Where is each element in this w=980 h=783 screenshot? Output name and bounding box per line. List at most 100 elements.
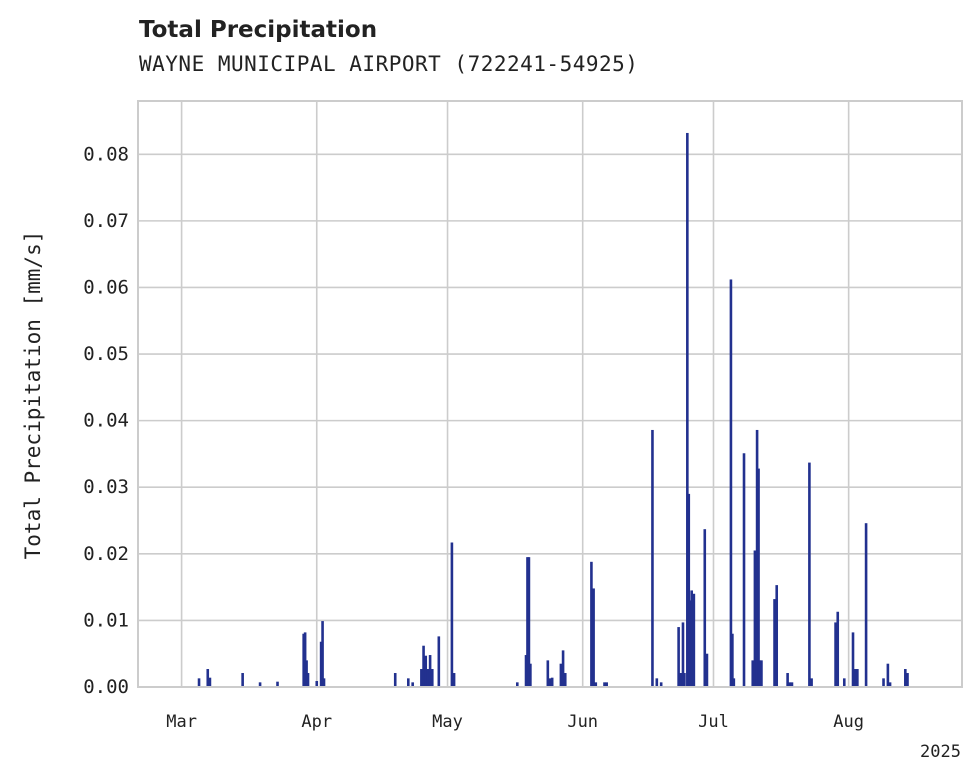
precip-bar bbox=[430, 669, 434, 687]
plot-frame bbox=[137, 100, 963, 688]
precip-bar bbox=[683, 673, 686, 687]
precip-bar bbox=[655, 678, 659, 687]
precip-bar bbox=[731, 633, 734, 687]
precip-bar bbox=[786, 673, 789, 687]
chart-title: Total Precipitation bbox=[139, 17, 378, 43]
precip-bar bbox=[420, 669, 423, 687]
precip-bar bbox=[393, 673, 397, 687]
precip-bar bbox=[775, 585, 779, 687]
precip-bar bbox=[548, 678, 552, 687]
x-tick-label: Apr bbox=[301, 712, 332, 732]
bar-series bbox=[197, 132, 909, 688]
x-year-label: 2025 bbox=[920, 742, 961, 762]
y-axis-label: Total Precipitation [mm/s] bbox=[21, 231, 45, 560]
precip-bar bbox=[834, 622, 837, 687]
precip-bar bbox=[808, 462, 811, 687]
chart-subtitle: WAYNE MUNICIPAL AIRPORT (722241-54925) bbox=[139, 52, 639, 76]
y-tick-label: 0.05 bbox=[83, 343, 129, 365]
precip-bar bbox=[206, 669, 210, 687]
precip-bar bbox=[407, 678, 410, 687]
precip-bar bbox=[853, 669, 857, 687]
precip-bar bbox=[305, 660, 308, 687]
y-tick-label: 0.06 bbox=[83, 276, 129, 298]
precip-bar bbox=[677, 627, 680, 687]
precip-bar bbox=[559, 663, 563, 687]
precip-bar bbox=[437, 636, 441, 687]
precip-bar bbox=[276, 681, 279, 687]
precip-bar bbox=[760, 660, 763, 687]
precip-bar bbox=[856, 669, 859, 687]
precip-bar bbox=[705, 653, 709, 687]
y-tick-label: 0.08 bbox=[83, 143, 129, 165]
precip-bar bbox=[755, 429, 759, 687]
precip-bar bbox=[686, 132, 689, 688]
precip-bar bbox=[659, 682, 663, 687]
precip-bar bbox=[753, 550, 757, 687]
precip-bar bbox=[651, 429, 654, 687]
y-tick-label: 0.07 bbox=[83, 210, 129, 232]
precip-bar bbox=[679, 673, 683, 687]
precip-bar bbox=[197, 678, 201, 687]
precip-bar bbox=[687, 493, 691, 687]
precip-bar bbox=[527, 557, 531, 687]
precip-bar bbox=[303, 632, 307, 687]
precip-bar bbox=[208, 677, 212, 687]
precip-bar bbox=[773, 599, 776, 687]
x-tick-label: Jun bbox=[567, 712, 598, 732]
precip-bar bbox=[526, 557, 529, 687]
precip-bar bbox=[524, 655, 528, 687]
x-tick-label: Jul bbox=[698, 712, 729, 732]
precip-bar bbox=[692, 593, 696, 687]
precip-bar bbox=[836, 611, 840, 687]
precip-bar bbox=[758, 660, 762, 687]
x-tick-label: Mar bbox=[166, 712, 197, 732]
precip-bar bbox=[411, 682, 414, 687]
precip-bar bbox=[851, 632, 855, 687]
grid-lines bbox=[138, 101, 962, 688]
y-tick-label: 0.03 bbox=[83, 476, 129, 498]
precip-bar bbox=[258, 682, 262, 687]
y-tick-labels: 0.00 0.01 0.02 0.03 0.04 0.05 0.06 0.07 0.08 bbox=[83, 143, 129, 698]
precip-bar bbox=[729, 279, 733, 687]
precip-bar bbox=[690, 590, 693, 687]
precip-bar bbox=[886, 663, 890, 687]
precip-bar bbox=[732, 678, 736, 687]
precip-bar bbox=[516, 682, 519, 687]
precip-bar bbox=[790, 682, 794, 687]
precip-bar bbox=[428, 655, 432, 687]
precip-bar bbox=[550, 677, 554, 687]
precip-bar bbox=[450, 542, 454, 687]
precip-bar bbox=[319, 641, 323, 687]
precip-bar bbox=[561, 650, 565, 687]
x-tick-labels: Mar Apr May Jun Jul Aug bbox=[166, 712, 864, 732]
precip-bar bbox=[322, 678, 326, 687]
precip-bar bbox=[810, 678, 813, 687]
precip-bar bbox=[882, 678, 885, 687]
x-tick-label: Aug bbox=[833, 712, 864, 732]
precip-bar bbox=[906, 673, 909, 687]
precip-bar bbox=[241, 673, 244, 687]
y-tick-label: 0.02 bbox=[83, 543, 129, 565]
precip-bar bbox=[546, 660, 550, 687]
precip-bar bbox=[742, 453, 746, 687]
x-tick-label: May bbox=[432, 712, 463, 732]
precip-bar bbox=[842, 678, 846, 687]
precip-bar bbox=[452, 673, 456, 687]
precip-bar bbox=[594, 682, 598, 687]
precip-bar bbox=[592, 588, 595, 687]
precip-bar bbox=[888, 682, 892, 687]
precip-bar bbox=[703, 529, 707, 687]
precip-bar bbox=[864, 523, 868, 687]
precip-bar bbox=[563, 673, 567, 687]
precip-bar bbox=[603, 682, 606, 687]
precip-bar bbox=[904, 669, 907, 687]
precip-bar bbox=[424, 655, 428, 687]
precip-bar bbox=[321, 621, 324, 687]
precip-bar bbox=[422, 645, 425, 687]
precip-bar bbox=[306, 673, 310, 687]
y-tick-label: 0.04 bbox=[83, 410, 129, 432]
precip-bar bbox=[751, 660, 755, 687]
precip-bar bbox=[302, 633, 305, 687]
precip-bar bbox=[788, 682, 792, 687]
